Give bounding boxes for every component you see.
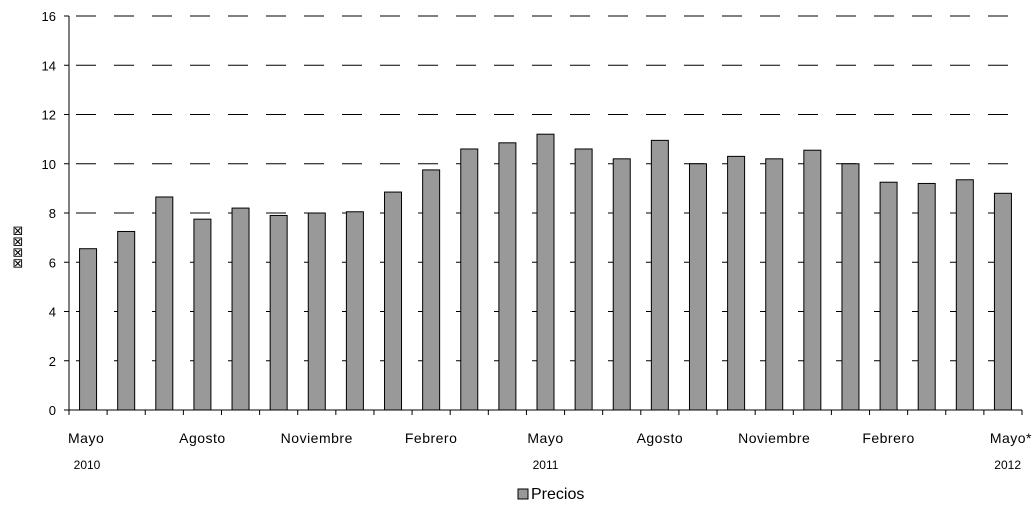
bars xyxy=(79,133,1012,411)
x-tick-labels: Mayo Agosto Noviembre Febrero Mayo Agosto Novi… xyxy=(68,430,1032,446)
bar xyxy=(193,218,212,411)
bar xyxy=(841,163,860,411)
year-label: 2011 xyxy=(533,458,559,472)
bar xyxy=(384,191,403,411)
axes xyxy=(64,15,1023,415)
legend-swatch xyxy=(517,488,529,500)
bar xyxy=(574,148,593,411)
year-label: 2010 xyxy=(74,458,101,472)
bar xyxy=(803,149,822,411)
bar xyxy=(536,133,555,411)
y-tick-label: 0 xyxy=(49,403,56,418)
bar xyxy=(422,169,441,411)
bar xyxy=(307,212,326,411)
x-tick-label: Noviembre xyxy=(281,430,353,446)
bar xyxy=(765,158,784,411)
y-tick-label: 10 xyxy=(42,157,56,172)
x-tick-label: Mayo* xyxy=(990,430,1032,446)
bar xyxy=(498,142,517,411)
bar xyxy=(79,248,98,411)
y-tick-label: 6 xyxy=(49,255,56,270)
bar xyxy=(460,148,479,411)
x-tick-label: Agosto xyxy=(179,430,226,446)
y-tick-label: 2 xyxy=(49,354,56,369)
bar xyxy=(688,163,707,411)
y-tick-label: 8 xyxy=(49,206,56,221)
y-tick-label: 14 xyxy=(42,58,56,73)
x-tick-label: Mayo xyxy=(527,430,563,446)
x-tick-label: Febrero xyxy=(862,430,915,446)
legend-label: Precios xyxy=(531,486,584,503)
bar xyxy=(650,139,669,411)
bar xyxy=(917,182,936,411)
y-tick-label: 12 xyxy=(42,108,56,123)
y-axis-label: ⊠⊠⊠⊠ xyxy=(11,225,26,269)
year-labels: 2010 2011 2012 xyxy=(74,458,1022,472)
bar xyxy=(269,214,288,411)
x-tick-label: Mayo xyxy=(68,430,104,446)
year-label: 2012 xyxy=(994,458,1021,472)
bar xyxy=(117,230,136,411)
bar xyxy=(345,211,364,411)
x-tick-label: Noviembre xyxy=(738,430,810,446)
y-tick-label: 4 xyxy=(49,305,56,320)
x-tick-label: Febrero xyxy=(405,430,458,446)
y-tick-label: 16 xyxy=(42,9,56,24)
bar xyxy=(231,207,250,411)
bar xyxy=(155,196,174,411)
bar xyxy=(727,155,746,411)
y-tick-labels: 0 2 4 6 8 10 12 14 16 xyxy=(42,9,56,418)
x-tick-label: Agosto xyxy=(637,430,684,446)
legend: Precios xyxy=(517,486,584,503)
bar xyxy=(955,179,974,411)
bar xyxy=(612,158,631,411)
bar xyxy=(993,192,1012,411)
bar xyxy=(879,181,898,411)
